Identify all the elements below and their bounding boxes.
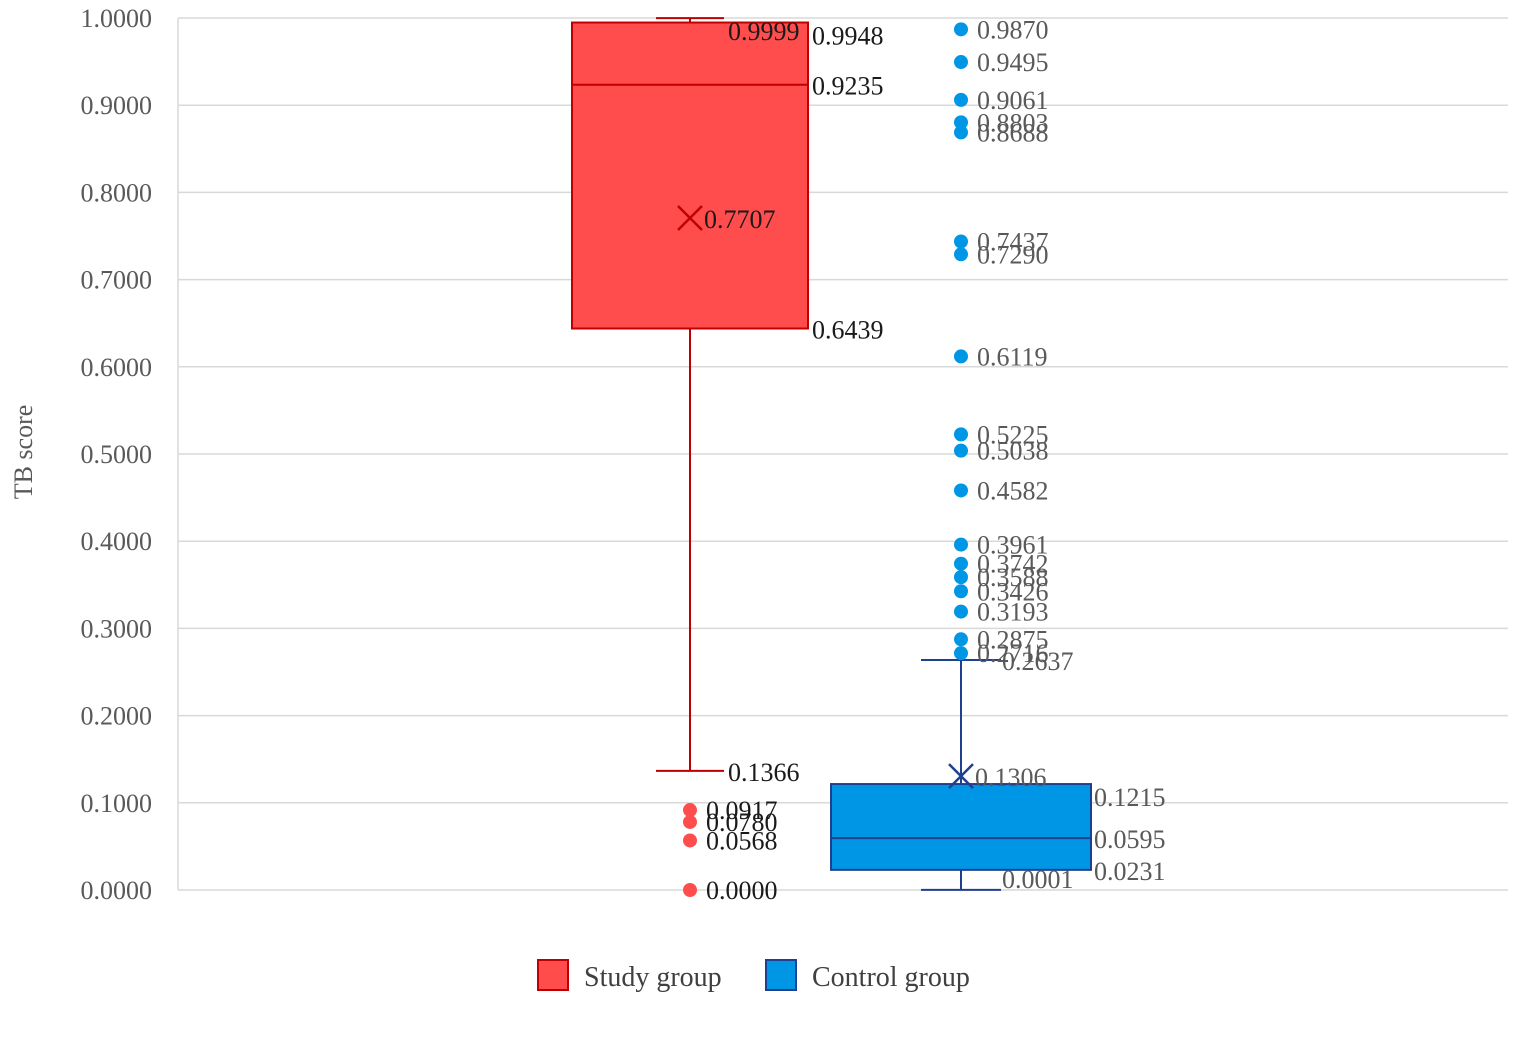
outlier-point: [954, 427, 968, 442]
outlier-point: [954, 537, 968, 552]
mean-marker: [677, 205, 703, 231]
outlier-label: 0.0780: [706, 808, 778, 837]
outlier-label: 0.5038: [977, 437, 1049, 466]
y-tick-label: 0.7000: [81, 266, 153, 295]
legend-label: Control group: [812, 962, 970, 993]
q3-label: 0.9948: [812, 22, 884, 51]
legend-label: Study group: [584, 962, 722, 993]
outlier-point: [954, 646, 968, 661]
whisker-high-label: 0.2637: [1002, 647, 1074, 676]
outlier-point: [954, 556, 968, 571]
gridlines: [177, 17, 1508, 891]
y-tick-label: 0.8000: [81, 178, 153, 207]
y-tick-label: 1.0000: [81, 4, 153, 33]
y-tick-label: 0.4000: [81, 527, 153, 556]
outlier-point: [954, 584, 968, 599]
legend-swatch: [537, 959, 569, 991]
legend-swatch: [765, 959, 797, 991]
whisker-low-label: 0.0001: [1002, 865, 1074, 894]
y-tick-label: 0.0000: [81, 876, 153, 905]
outlier-point: [954, 125, 968, 140]
outlier-point: [683, 833, 697, 848]
outlier-label: 0.3193: [977, 598, 1049, 627]
outlier-label: 0.7290: [977, 240, 1049, 269]
y-tick-label: 0.9000: [81, 91, 153, 120]
q1-label: 0.0231: [1094, 857, 1166, 886]
outlier-point: [954, 234, 968, 249]
q3-label: 0.1215: [1094, 783, 1166, 812]
legend-item-study-group: Study group: [537, 959, 722, 993]
outlier-point: [954, 55, 968, 70]
q1-label: 0.6439: [812, 316, 884, 345]
box: [830, 783, 1092, 871]
outlier-label: 0.0568: [706, 826, 778, 855]
legend-item-control-group: Control group: [765, 959, 970, 993]
outlier-label: 0.2716: [977, 639, 1049, 668]
legend: Study group Control group: [537, 959, 970, 993]
y-axis: 0.0000 0.1000 0.2000 0.3000 0.4000 0.5000 0.60…: [81, 4, 153, 905]
outlier-point: [954, 22, 968, 37]
outlier-point: [683, 803, 697, 818]
outlier-label: 0.8688: [977, 118, 1049, 147]
outlier-label: 0.9495: [977, 48, 1049, 77]
outlier-label: 0.5225: [977, 420, 1049, 449]
median-label: 0.9235: [812, 72, 884, 101]
outlier-point: [683, 814, 697, 829]
y-tick-label: 0.6000: [81, 353, 153, 382]
whisker-low-label: 0.1366: [728, 758, 800, 787]
outlier-label: 0.6119: [977, 342, 1048, 371]
outlier-label: 0.3426: [977, 577, 1049, 606]
outlier-label: 0.2875: [977, 625, 1049, 654]
outlier-point: [954, 247, 968, 262]
median-label: 0.0595: [1094, 825, 1166, 854]
y-tick-label: 0.1000: [81, 789, 153, 818]
outlier-point: [954, 443, 968, 458]
mean-label: 0.7707: [704, 205, 776, 234]
outlier-point: [954, 604, 968, 619]
outlier-label: 0.0000: [706, 876, 778, 905]
y-axis-title: TB score: [9, 405, 38, 500]
outlier-label: 0.3742: [977, 550, 1049, 579]
outlier-label: 0.3588: [977, 563, 1049, 592]
outlier-point: [954, 92, 968, 107]
y-tick-label: 0.3000: [81, 614, 153, 643]
y-tick-label: 0.5000: [81, 440, 153, 469]
mean-marker: [948, 763, 974, 790]
whisker-high-label: 0.9999: [728, 17, 800, 46]
outlier-label: 0.9061: [977, 86, 1049, 115]
outlier-label: 0.8803: [977, 108, 1049, 137]
outlier-point: [954, 570, 968, 585]
outlier-label: 0.0917: [706, 796, 778, 825]
outlier-label: 0.7437: [977, 227, 1049, 256]
mean-label: 0.1306: [975, 763, 1047, 792]
outlier-point: [954, 632, 968, 647]
outlier-label: 0.3961: [977, 531, 1049, 560]
box: [571, 21, 809, 330]
outlier-point: [954, 349, 968, 364]
outlier-point: [954, 483, 968, 498]
outlier-point: [683, 883, 697, 897]
outlier-label: 0.9870: [977, 15, 1049, 44]
y-tick-label: 0.2000: [81, 702, 153, 731]
outlier-label: 0.4582: [977, 476, 1049, 505]
